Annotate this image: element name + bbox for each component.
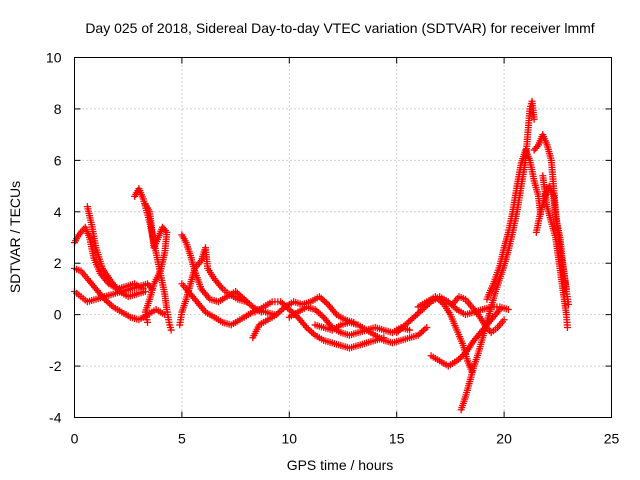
data-point (562, 285, 570, 293)
data-point (496, 306, 504, 313)
x-tick-label: 20 (496, 431, 512, 447)
data-point (530, 115, 538, 123)
chart-title: Day 025 of 2018, Sidereal Day-to-day VTE… (85, 20, 594, 36)
data-point (144, 318, 152, 326)
y-tick-label: 10 (46, 50, 62, 66)
x-axis-label: GPS time / hours (287, 457, 394, 473)
data-point (563, 324, 571, 331)
x-tick-label: 15 (389, 431, 405, 447)
data-point (406, 326, 414, 334)
data-point (565, 300, 573, 308)
x-tick-label: 10 (282, 431, 298, 447)
x-tick-label: 5 (178, 431, 186, 447)
data-point (141, 288, 149, 295)
y-tick-label: -4 (49, 410, 62, 426)
data-point (423, 324, 431, 331)
grid (74, 57, 612, 418)
y-axis-label: SDTVAR / TECUs (7, 181, 23, 293)
y-tick-label: -2 (49, 358, 62, 374)
y-tick-label: 6 (54, 152, 62, 168)
x-tick-labels: 0 5 10 15 20 25 (71, 431, 620, 447)
y-tick-labels: -4 -2 0 2 4 6 8 10 (46, 50, 62, 426)
data-points (71, 97, 573, 414)
y-tick-label: 4 (54, 204, 62, 220)
x-tick-label: 0 (71, 431, 79, 447)
data-point (500, 316, 508, 324)
y-tick-label: 2 (54, 255, 62, 271)
y-tick-label: 8 (54, 101, 62, 117)
data-point (167, 326, 175, 334)
data-point (504, 306, 512, 313)
plot-frame (74, 57, 612, 418)
y-tick-label: 0 (54, 307, 62, 323)
axis-ticks (74, 57, 612, 418)
x-tick-label: 25 (604, 431, 620, 447)
